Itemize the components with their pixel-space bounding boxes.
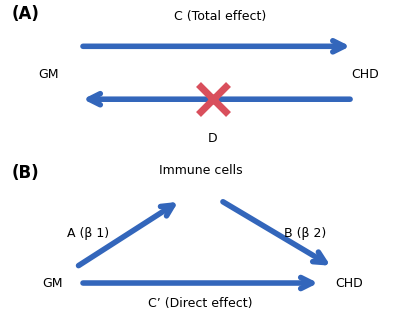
Text: (B): (B)	[12, 164, 40, 182]
Text: B (β 2): B (β 2)	[284, 227, 326, 240]
Text: GM: GM	[42, 277, 63, 289]
Text: GM: GM	[38, 68, 59, 81]
Text: C (Total effect): C (Total effect)	[174, 10, 267, 23]
Text: CHD: CHD	[335, 277, 363, 289]
Text: A (β 1): A (β 1)	[67, 227, 109, 240]
Text: D: D	[208, 132, 217, 145]
Text: C’ (Direct effect): C’ (Direct effect)	[148, 297, 253, 310]
Text: CHD: CHD	[351, 68, 379, 81]
Text: (A): (A)	[12, 5, 40, 23]
Text: Immune cells: Immune cells	[159, 164, 242, 176]
